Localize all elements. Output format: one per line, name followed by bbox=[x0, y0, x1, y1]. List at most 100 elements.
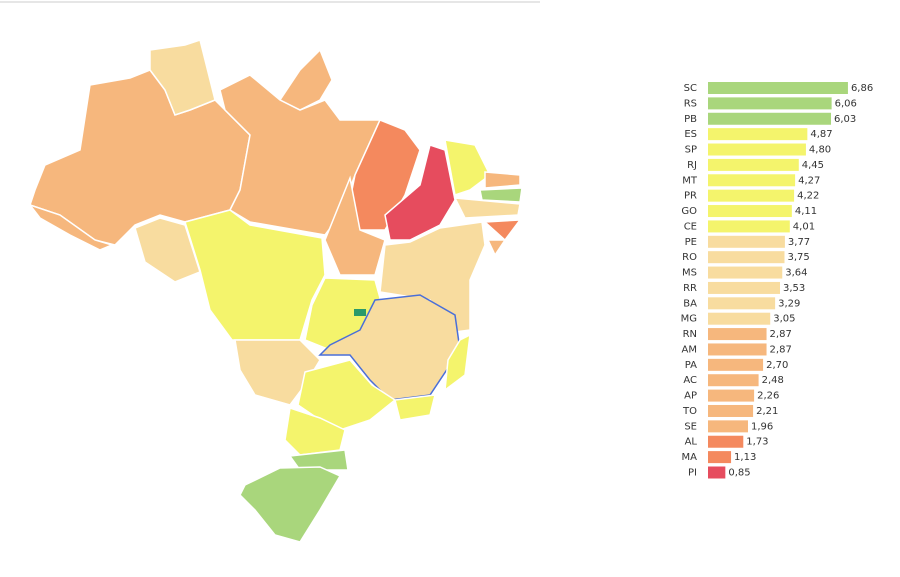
category-label: RJ bbox=[687, 160, 697, 171]
bar bbox=[708, 128, 808, 141]
state bbox=[184, 209, 326, 341]
value-label: 3,77 bbox=[788, 237, 810, 248]
state bbox=[297, 359, 397, 431]
bar bbox=[708, 358, 764, 371]
bar bbox=[708, 158, 799, 171]
value-label: 4,27 bbox=[798, 175, 820, 186]
value-label: 1,96 bbox=[751, 421, 773, 432]
value-label: 4,11 bbox=[795, 206, 817, 217]
category-label: SE bbox=[684, 421, 697, 432]
category-label: AP bbox=[684, 391, 697, 402]
state bbox=[149, 39, 216, 116]
bar bbox=[708, 466, 726, 479]
value-label: 1,73 bbox=[746, 437, 768, 448]
bar bbox=[708, 374, 759, 387]
value-label: 6,06 bbox=[835, 98, 857, 109]
state bbox=[349, 119, 421, 231]
value-label: 0,85 bbox=[728, 468, 750, 479]
bar bbox=[708, 281, 781, 294]
bar bbox=[708, 189, 795, 202]
category-label: MG bbox=[681, 314, 697, 325]
bar bbox=[708, 312, 771, 325]
bar-chart: SC 6,86 RS 6,06 PB 6,03 ES 4,87 SP 4,80 RJ 4,45 MT 4,… bbox=[681, 82, 873, 479]
category-label: PR bbox=[684, 191, 697, 202]
state bbox=[134, 217, 201, 283]
category-label: PB bbox=[684, 114, 697, 125]
state bbox=[453, 197, 521, 219]
bar bbox=[708, 174, 796, 187]
state bbox=[27, 203, 115, 251]
bar bbox=[708, 97, 832, 110]
value-label: 2,21 bbox=[756, 406, 778, 417]
category-label: RR bbox=[683, 283, 697, 294]
category-label: BA bbox=[683, 298, 697, 309]
state bbox=[288, 449, 349, 471]
bar bbox=[708, 328, 767, 341]
bar bbox=[708, 82, 848, 94]
value-label: 2,70 bbox=[766, 360, 788, 371]
state bbox=[324, 175, 386, 276]
category-label: RS bbox=[684, 98, 697, 109]
state bbox=[444, 333, 471, 392]
value-label: 3,53 bbox=[783, 283, 805, 294]
value-label: 4,45 bbox=[802, 160, 824, 171]
bar bbox=[708, 220, 790, 233]
bar bbox=[708, 389, 755, 402]
category-label: RO bbox=[682, 252, 697, 263]
bar bbox=[708, 205, 792, 218]
bar bbox=[708, 297, 776, 310]
category-label: SC bbox=[684, 83, 697, 94]
value-label: 4,80 bbox=[809, 145, 831, 156]
state bbox=[384, 144, 456, 241]
state bbox=[484, 171, 521, 189]
category-label: GO bbox=[681, 206, 697, 217]
state bbox=[394, 394, 436, 421]
value-label: 6,86 bbox=[851, 83, 873, 94]
state bbox=[486, 239, 507, 257]
category-label: AC bbox=[683, 375, 697, 386]
value-label: 4,87 bbox=[810, 129, 832, 140]
bar bbox=[708, 251, 785, 264]
bar bbox=[708, 451, 732, 464]
bar bbox=[708, 343, 767, 356]
value-label: 2,48 bbox=[762, 375, 784, 386]
bar bbox=[708, 112, 832, 125]
value-label: 3,05 bbox=[773, 314, 795, 325]
state bbox=[483, 219, 522, 242]
category-label: PE bbox=[685, 237, 697, 248]
state bbox=[479, 187, 523, 203]
category-label: ES bbox=[684, 129, 697, 140]
category-label: MT bbox=[682, 175, 698, 186]
value-label: 2,87 bbox=[770, 344, 792, 355]
category-label: PA bbox=[685, 360, 697, 371]
bar bbox=[708, 266, 783, 279]
value-label: 1,13 bbox=[734, 452, 756, 463]
category-label: MA bbox=[682, 452, 698, 463]
state bbox=[444, 139, 491, 196]
value-label: 3,75 bbox=[788, 252, 810, 263]
category-label: TO bbox=[682, 406, 697, 417]
category-label: AL bbox=[685, 437, 698, 448]
value-label: 3,64 bbox=[785, 268, 807, 279]
value-label: 4,01 bbox=[793, 221, 815, 232]
category-label: CE bbox=[684, 221, 697, 232]
category-label: MS bbox=[682, 268, 697, 279]
bar bbox=[708, 435, 744, 448]
bar bbox=[708, 143, 806, 156]
federal-district bbox=[354, 309, 366, 316]
value-label: 6,03 bbox=[834, 114, 856, 125]
bar bbox=[708, 235, 785, 248]
value-label: 4,22 bbox=[797, 191, 819, 202]
bar bbox=[708, 404, 754, 417]
category-label: AM bbox=[682, 344, 697, 355]
bar bbox=[708, 420, 748, 433]
state bbox=[234, 339, 321, 406]
category-label: RN bbox=[683, 329, 697, 340]
state bbox=[239, 466, 342, 543]
value-label: 3,29 bbox=[778, 298, 800, 309]
value-label: 2,87 bbox=[770, 329, 792, 340]
category-label: PI bbox=[688, 468, 697, 479]
value-label: 2,26 bbox=[757, 391, 779, 402]
category-label: SP bbox=[685, 145, 697, 156]
